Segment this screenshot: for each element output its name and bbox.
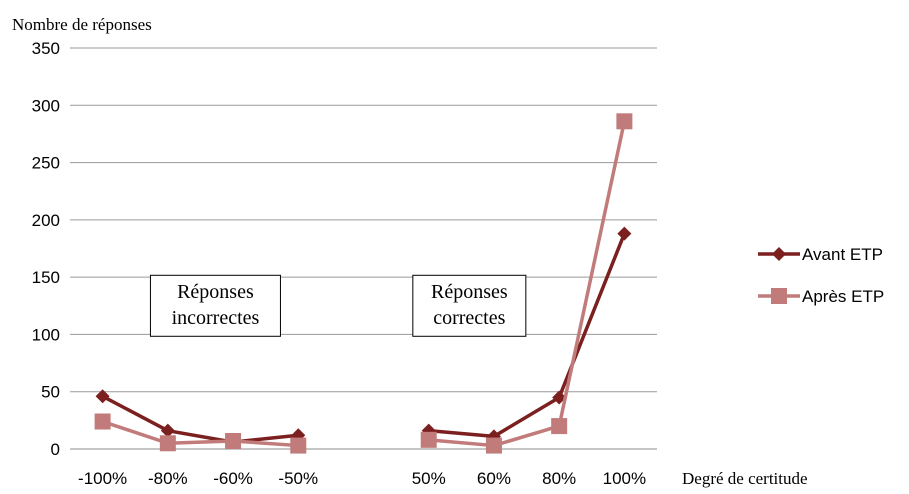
legend-label: Avant ETP [802,245,883,264]
x-tick-label: 80% [542,469,576,488]
data-point [160,423,175,438]
x-tick-label: -60% [213,469,253,488]
legend-marker [771,288,787,304]
annotation-reponses-correctes: Réponses correctes [412,274,527,337]
legend-item-avant-etp: Avant ETP [758,245,883,264]
annotation-line: incorrectes [172,307,260,329]
y-axis-title: Nombre de réponses [12,15,152,34]
y-tick-labels: 0 50 100 150 200 250 300 350 [32,39,60,459]
data-point [616,113,633,130]
y-tick-label: 300 [32,96,60,115]
x-tick-label: 50% [412,469,446,488]
data-point [551,418,568,435]
series-line [101,394,299,444]
y-tick-label: 0 [51,440,60,459]
y-tick-label: 200 [32,211,60,230]
annotation-reponses-incorrectes: Réponses incorrectes [149,274,281,337]
data-point [159,435,176,452]
series-apres-etp [94,113,633,454]
series-group [94,113,633,454]
data-point [225,432,242,449]
annotation-box [149,274,281,337]
x-tick-label: 60% [477,469,511,488]
data-point [617,226,632,241]
x-axis-title: Degré de certitude [682,469,808,488]
grid-lines [70,47,657,450]
x-tick-labels: -100% -80% -60% -50% 50% 60% 80% 100% [78,469,646,488]
y-tick-label: 150 [32,268,60,287]
legend-marker [772,247,786,261]
y-tick-label: 250 [32,154,60,173]
series-line [428,232,627,439]
annotation-line: Réponses [431,281,508,303]
x-tick-label: -50% [278,469,318,488]
data-point [290,437,307,454]
legend-label: Après ETP [802,287,884,306]
y-tick-label: 350 [32,39,60,58]
legend-item-apres-etp: Après ETP [758,287,884,306]
x-tick-label: -100% [78,469,127,488]
data-point [420,431,437,448]
annotation-line: Réponses [177,281,254,303]
data-point [94,413,111,430]
x-tick-label: -80% [148,469,188,488]
data-point [552,390,567,405]
series-avant-etp [95,226,632,450]
annotation-box [412,274,527,337]
x-tick-label: 100% [603,469,646,488]
legend: Avant ETP Après ETP [758,245,884,306]
annotations: Réponses incorrectes Réponses correctes [149,274,527,337]
series-line [428,120,627,448]
y-tick-label: 50 [41,383,60,402]
series-line [102,419,299,448]
data-point [485,437,502,454]
y-tick-label: 100 [32,325,60,344]
annotation-line: correctes [433,307,505,329]
data-point [95,389,110,404]
